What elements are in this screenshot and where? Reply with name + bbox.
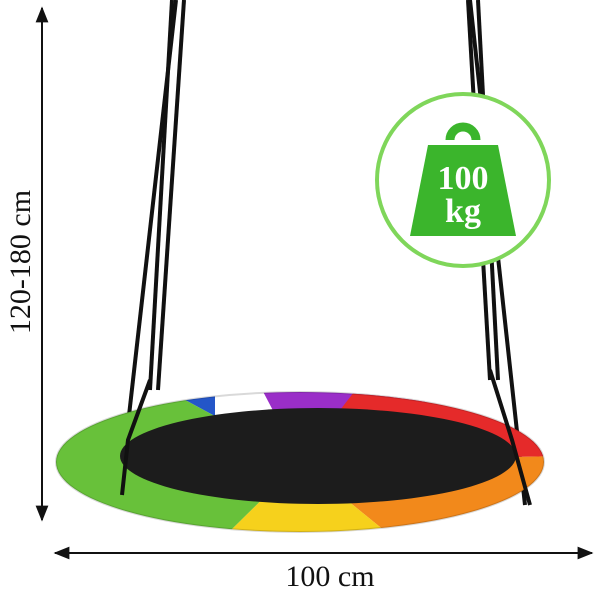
swing-seat bbox=[55, 391, 545, 533]
ropes-front bbox=[120, 369, 532, 506]
weight-unit: kg bbox=[445, 193, 481, 230]
width-label: 100 cm bbox=[285, 560, 374, 593]
height-label: 120-180 cm bbox=[4, 190, 37, 334]
weight-badge: 100 kg bbox=[375, 92, 551, 268]
weight-value: 100 bbox=[438, 160, 489, 197]
